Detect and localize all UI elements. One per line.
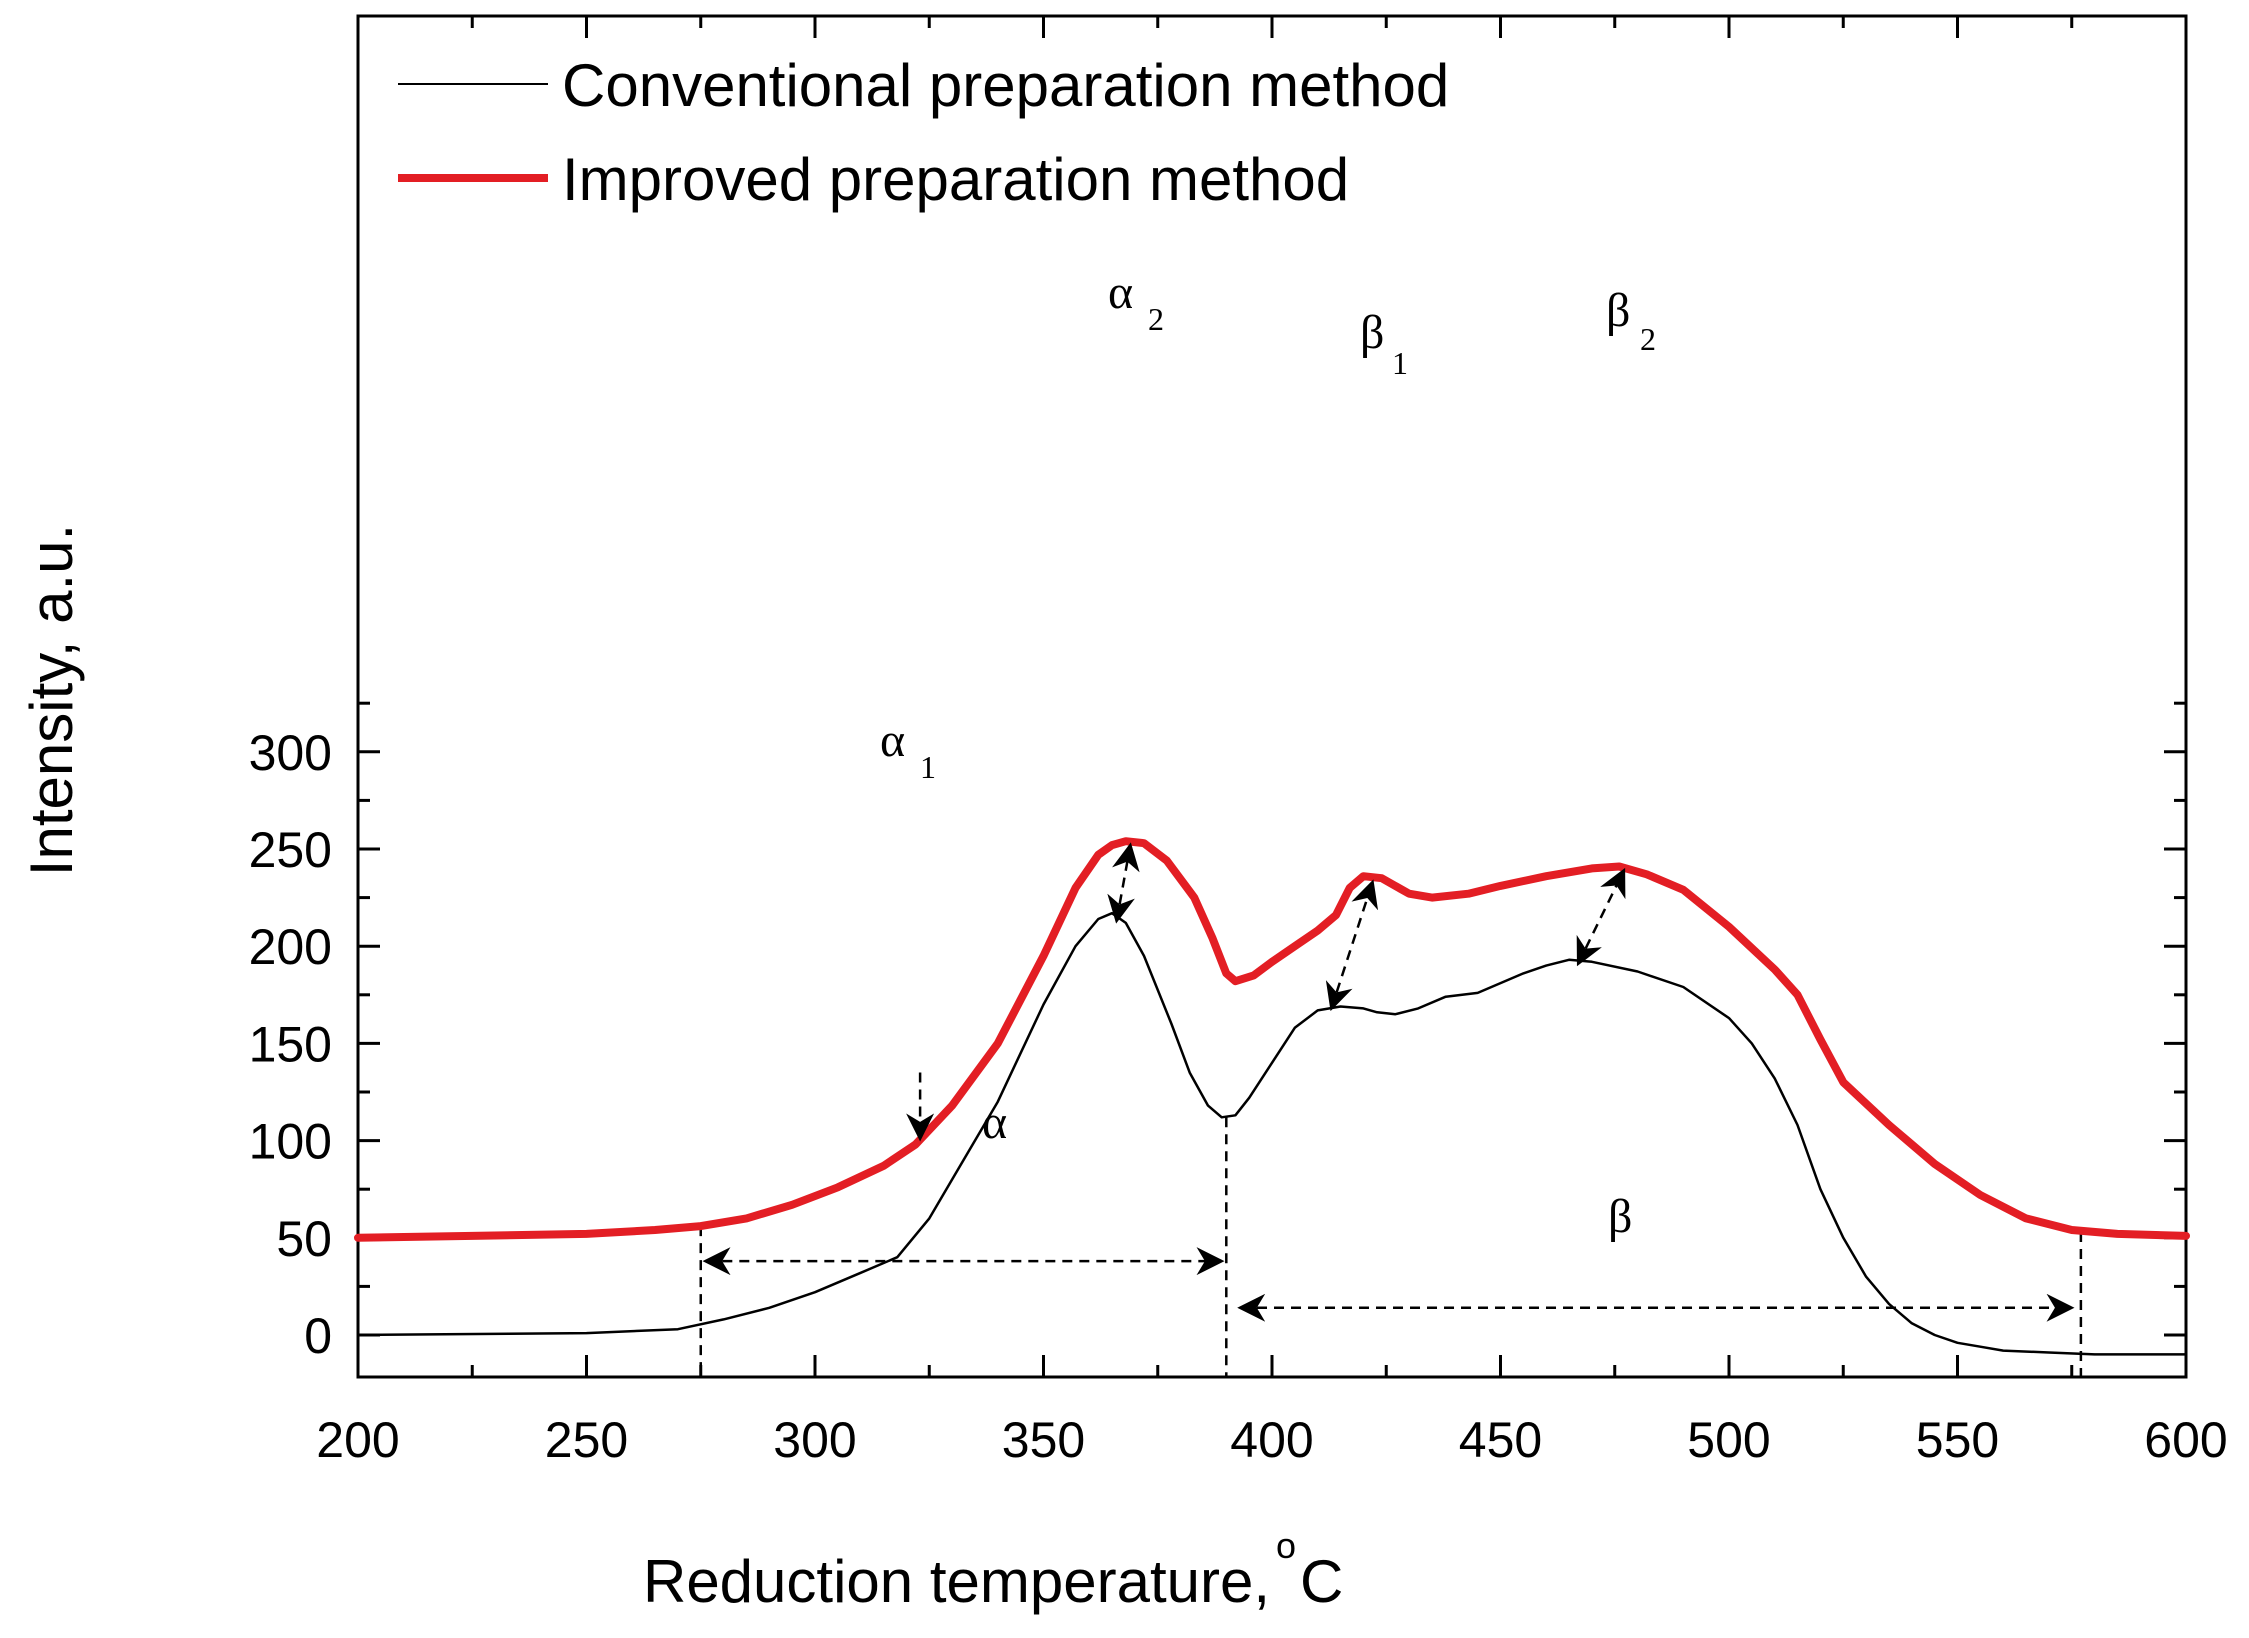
annotation-beta2: β 2: [1606, 284, 1656, 357]
y-tick-label: 150: [249, 1016, 332, 1072]
x-axis-unit: C: [1300, 1548, 1343, 1615]
annotation-beta-range: β: [1608, 1190, 1632, 1243]
annotation-alpha-range: α: [982, 1096, 1007, 1149]
arrow-beta1: [1325, 879, 1379, 1012]
annotation-alpha1-symbol: α: [880, 714, 905, 767]
plot-frame: [356, 14, 2188, 1379]
y-tick-label: 0: [304, 1308, 332, 1364]
x-tick-label: 500: [1687, 1412, 1770, 1468]
x-tick-label: 300: [773, 1412, 856, 1468]
x-tick-label: 550: [1916, 1412, 1999, 1468]
annotation-alpha2: α 2: [1108, 266, 1164, 337]
x-tick-label: 450: [1459, 1412, 1542, 1468]
legend-label-conventional: Conventional preparation method: [562, 52, 1449, 119]
peak-arrows: [702, 842, 2075, 1322]
arrow-beta2: [1576, 867, 1626, 967]
range-guides: [699, 1117, 2083, 1377]
y-tick-label: 100: [249, 1114, 332, 1170]
x-tick-label: 250: [545, 1412, 628, 1468]
x-axis-degree: o: [1276, 1525, 1296, 1566]
arrow-alpha2: [1107, 842, 1140, 924]
annotation-beta2-sub: 2: [1640, 321, 1656, 357]
series-line-improved: [354, 837, 2190, 1242]
annotation-beta1-sub: 1: [1392, 345, 1408, 381]
y-tick-label: 50: [276, 1211, 332, 1267]
axis-ticks: 200 250 300 350 400 450 500 550 600 0 50 100 150 200 2…: [249, 16, 2228, 1468]
y-tick-label: 200: [249, 919, 332, 975]
y-axis-title: Intensity, a.u.: [18, 524, 85, 876]
y-tick-label: 250: [249, 822, 332, 878]
annotation-beta2-symbol: β: [1606, 284, 1630, 337]
series-group: [354, 837, 2190, 1356]
annotation-alpha2-sub: 2: [1148, 301, 1164, 337]
legend: Conventional preparation method Improved…: [398, 52, 1449, 213]
series-line-conventional: [356, 911, 2188, 1356]
annotation-alpha1: α 1: [880, 714, 936, 785]
x-tick-label: 200: [316, 1412, 399, 1468]
x-tick-label: 350: [1002, 1412, 1085, 1468]
annotation-alpha2-symbol: α: [1108, 266, 1133, 319]
y-tick-label: 300: [249, 725, 332, 781]
legend-label-improved: Improved preparation method: [562, 146, 1349, 213]
annotation-alpha1-sub: 1: [920, 749, 936, 785]
x-tick-label: 600: [2144, 1412, 2227, 1468]
annotation-beta1-symbol: β: [1360, 306, 1384, 359]
x-axis-title: Reduction temperature,: [643, 1548, 1270, 1615]
annotation-beta1: β 1: [1360, 306, 1408, 381]
x-tick-label: 400: [1230, 1412, 1313, 1468]
